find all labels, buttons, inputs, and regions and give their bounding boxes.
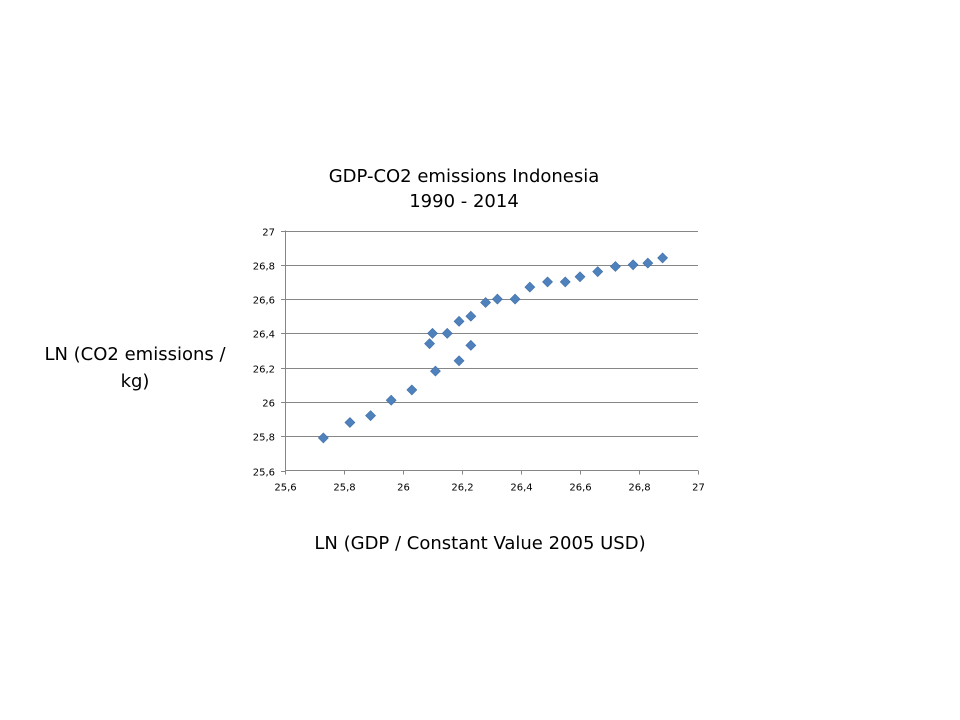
- tick-labels: 25,6 25,8 26 26,2 26,4 26,6 26,8 27 25,6 25,8 26 26…: [253, 228, 705, 494]
- data-point: [509, 293, 521, 305]
- x-axis-label: LN (GDP / Constant Value 2005 USD): [314, 533, 646, 554]
- data-point: [441, 327, 453, 339]
- data-points: [317, 252, 669, 444]
- y-tick-label: 26,8: [253, 262, 275, 273]
- data-point: [627, 259, 639, 271]
- x-tick-label: 26,6: [569, 483, 591, 494]
- y-axis-label-line-2: kg): [120, 371, 150, 392]
- data-point: [657, 252, 669, 264]
- data-point: [317, 432, 329, 444]
- data-point: [427, 327, 438, 339]
- data-point: [465, 310, 477, 322]
- data-point: [592, 266, 604, 278]
- data-point: [365, 410, 376, 422]
- y-tick-label: 25,6: [253, 468, 275, 479]
- chart-title: GDP-CO2 emissions Indonesia 1990 - 2014: [264, 164, 664, 214]
- y-tick-label: 26,4: [253, 330, 275, 341]
- data-point: [480, 297, 492, 308]
- y-axis-label-line-1: LN (CO2 emissions /: [44, 344, 226, 365]
- data-point: [465, 339, 477, 351]
- chart-subtitle: 1990 - 2014: [409, 191, 519, 212]
- y-axis-label: LN (CO2 emissions / kg): [20, 341, 250, 395]
- x-tick-label: 25,6: [274, 483, 296, 494]
- data-point: [453, 315, 465, 327]
- data-point: [609, 261, 621, 272]
- data-point: [453, 355, 465, 367]
- y-tick-label: 27: [262, 228, 275, 239]
- data-point: [385, 394, 397, 406]
- data-point: [430, 365, 441, 377]
- data-point: [642, 257, 654, 269]
- data-point: [559, 276, 571, 288]
- data-point: [491, 293, 503, 305]
- y-tick-label: 26,6: [253, 296, 275, 307]
- x-tick-label: 26,8: [628, 483, 650, 494]
- x-tick-label: 26: [397, 483, 410, 494]
- y-tick-label: 26,2: [253, 365, 275, 376]
- data-point: [424, 338, 435, 350]
- chart-title-main: GDP-CO2 emissions Indonesia: [328, 166, 600, 187]
- x-tick-label: 26,2: [451, 483, 473, 494]
- data-point: [406, 384, 418, 396]
- y-tick-label: 26: [262, 399, 275, 410]
- axes: [281, 230, 699, 475]
- x-tick-label: 26,4: [510, 483, 532, 494]
- x-tick-label: 27: [692, 483, 705, 494]
- gridlines: [285, 231, 698, 437]
- data-point: [524, 281, 536, 293]
- x-tick-label: 25,8: [333, 483, 355, 494]
- data-point: [574, 271, 586, 283]
- data-point: [344, 417, 356, 428]
- y-tick-label: 25,8: [253, 433, 275, 444]
- data-point: [542, 276, 553, 288]
